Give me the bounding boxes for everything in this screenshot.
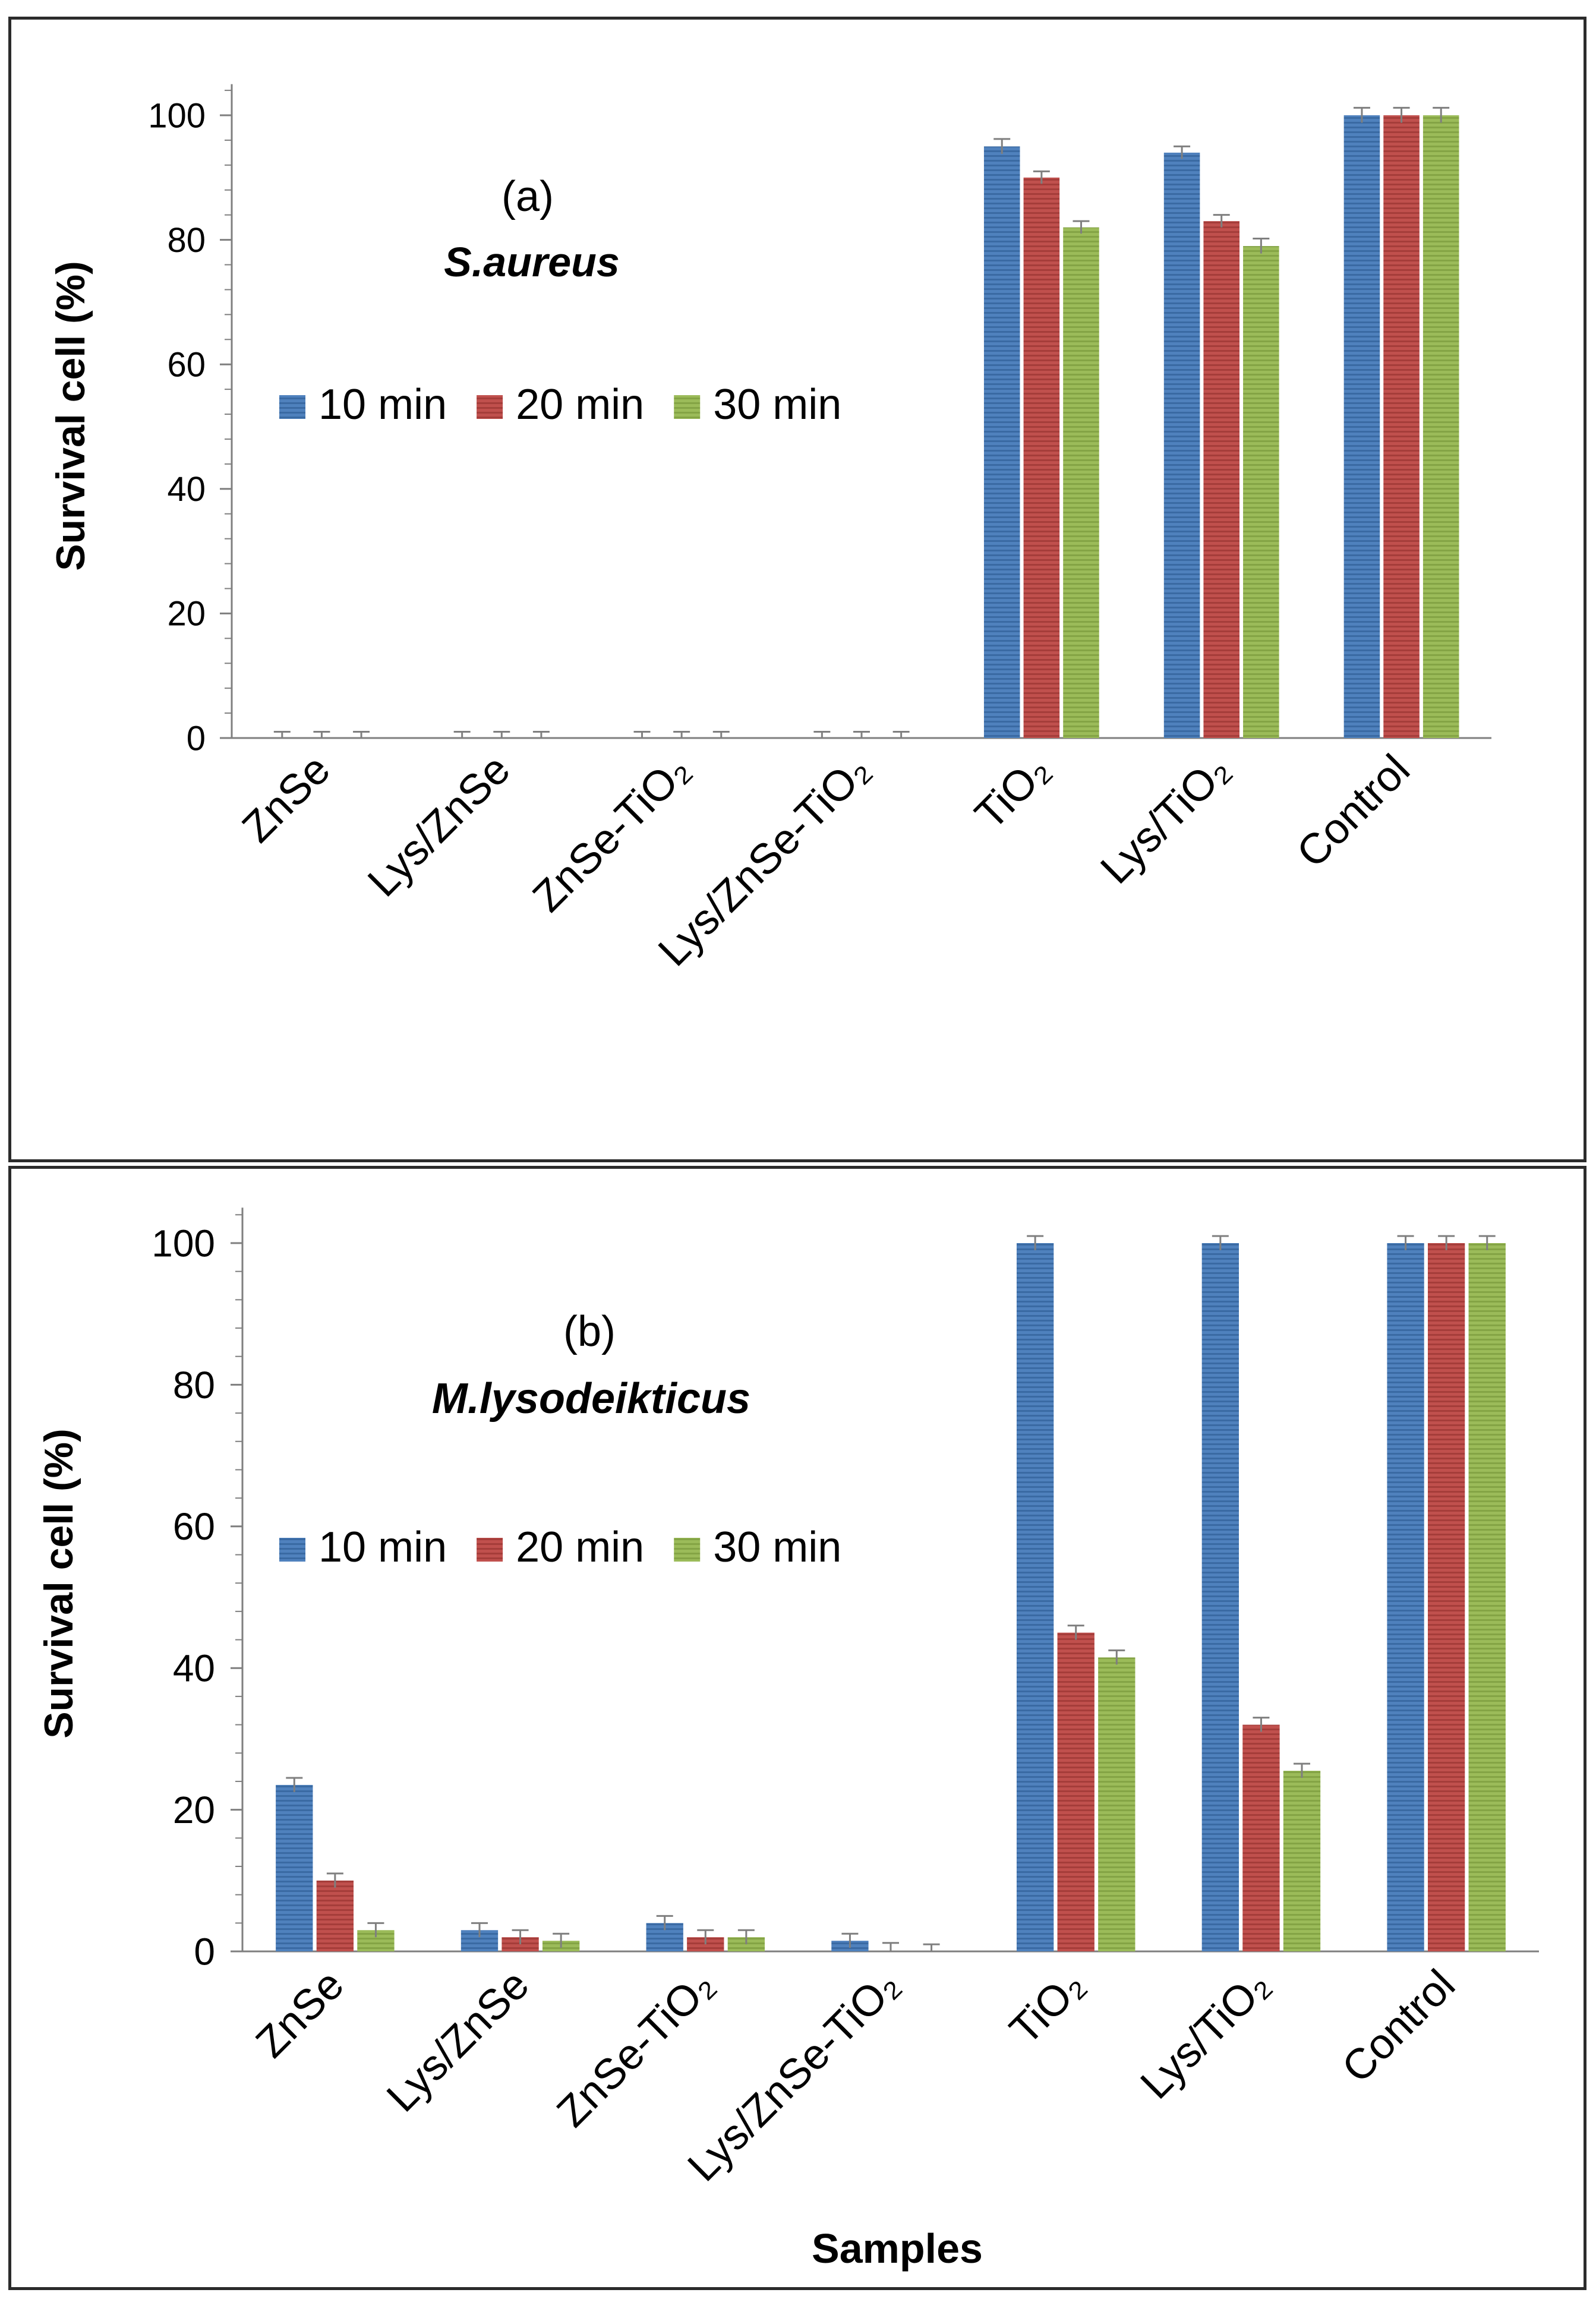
x-tick-label: Lys/TiO₂ [1092,746,1239,893]
chart-panel-a [8,17,1586,1162]
y-tick-label: 0 [194,1930,215,1973]
legend-label: 20 min [516,381,644,428]
x-tick-label: ZnSe-TiO₂ [548,1961,723,2136]
x-tick-label: Control [1288,746,1419,877]
bar-30min-5 [1243,246,1279,739]
legend-label: 20 min [516,1524,644,1571]
x-tick-label: Lys/ZnSe [378,1961,538,2121]
x-tick-label: Lys/TiO₂ [1132,1961,1279,2108]
bar-10min-0 [276,1784,313,1951]
bar-10min-5 [1201,1243,1239,1951]
legend-swatch [674,395,701,419]
legend-label: 30 min [713,1524,841,1571]
legend-label: 10 min [318,1524,447,1571]
legend-label: 30 min [713,381,841,428]
bar-30min-4 [1063,227,1099,738]
y-tick-label: 60 [167,346,206,384]
x-tick-label: TiO₂ [1001,1961,1093,2054]
legend-swatch [477,1538,503,1562]
bar-20min-0 [316,1880,354,1951]
legend-label: 10 min [318,381,447,428]
bar-20min-6 [1383,115,1420,738]
bar-30min-6 [1422,115,1459,738]
bar-10min-5 [1163,152,1200,738]
x-tick-label: TiO₂ [966,746,1059,838]
legend-swatch [279,395,305,419]
x-tick-label: ZnSe [234,746,339,852]
bar-10min-4 [1016,1243,1054,1951]
organism-label: S.aureus [444,239,620,285]
legend-swatch [674,1538,701,1562]
chart-panel-b [8,1166,1586,2290]
bar-20min-5 [1203,221,1239,738]
bar-20min-4 [1057,1632,1095,1951]
legend-swatch [279,1538,305,1562]
bar-20min-4 [1023,177,1060,738]
y-tick-label: 40 [173,1647,215,1690]
y-tick-label: 20 [167,595,206,633]
bar-20min-6 [1427,1243,1465,1951]
bar-20min-5 [1242,1724,1280,1951]
y-axis-title: Survival cell (%) [48,261,93,571]
y-tick-label: 40 [167,470,206,509]
x-tick-label: ZnSe [247,1961,353,2067]
y-tick-label: 80 [173,1364,215,1406]
y-tick-label: 100 [152,1222,215,1264]
bar-10min-6 [1343,115,1380,738]
x-axis-title: Samples [812,2225,983,2272]
bar-30min-4 [1098,1657,1136,1951]
y-tick-label: 0 [187,719,206,758]
y-tick-label: 80 [167,221,206,260]
y-tick-label: 20 [173,1789,215,1831]
y-tick-label: 100 [148,96,206,135]
bar-30min-5 [1283,1771,1321,1951]
bar-10min-4 [983,146,1020,738]
x-tick-label: ZnSe-TiO₂ [524,746,699,921]
panel-label: (a) [501,173,554,220]
y-axis-title: Survival cell (%) [36,1428,81,1739]
bar-30min-6 [1468,1243,1506,1951]
organism-label: M.lysodeikticus [432,1375,750,1423]
y-tick-label: 60 [173,1505,215,1548]
legend-swatch [477,395,503,419]
bar-10min-6 [1387,1243,1424,1951]
x-tick-label: Lys/ZnSe [359,746,519,906]
panel-label: (b) [563,1308,616,1355]
x-tick-label: Control [1333,1961,1464,2092]
